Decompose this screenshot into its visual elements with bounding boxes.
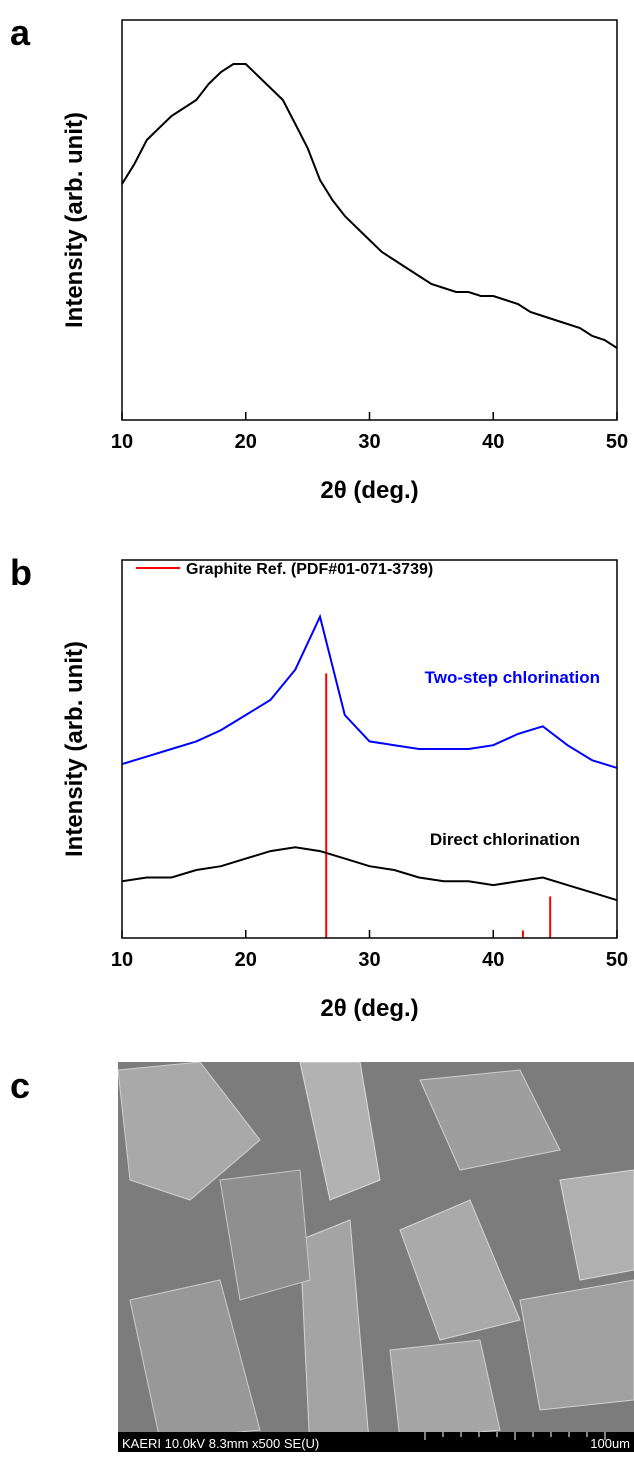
scale-bar-label: 100um <box>590 1436 630 1451</box>
sem-panel: c KAERI 10.0kV 8.3mm x500 SE(U) 100um <box>10 1062 634 1452</box>
sem-info: KAERI 10.0kV 8.3mm x500 SE(U) <box>122 1436 319 1451</box>
legend-label: Graphite Ref. (PDF#01-071-3739) <box>186 561 433 578</box>
x-tick-label: 10 <box>111 431 133 453</box>
series-label: Direct chlorination <box>430 830 580 849</box>
data-line <box>121 846 618 902</box>
panel-label: a <box>10 12 31 53</box>
x-tick-label: 10 <box>111 949 133 971</box>
x-tick-label: 40 <box>482 949 504 971</box>
x-tick-label: 50 <box>606 949 628 971</box>
sem-image <box>118 1062 634 1452</box>
x-tick-label: 20 <box>235 949 257 971</box>
x-tick-label: 40 <box>482 431 504 453</box>
x-tick-label: 50 <box>606 431 628 453</box>
panel-label: c <box>10 1065 30 1106</box>
plot-frame <box>121 19 618 421</box>
series-label: Two-step chlorination <box>425 668 600 687</box>
data-line <box>121 613 618 769</box>
data-line <box>121 63 618 349</box>
x-axis-label: 2θ (deg.) <box>320 477 418 504</box>
x-axis-label: 2θ (deg.) <box>320 995 418 1022</box>
panel-label: b <box>10 552 32 593</box>
x-tick-label: 20 <box>235 431 257 453</box>
y-axis-label: Intensity (arb. unit) <box>61 112 88 328</box>
x-tick-label: 30 <box>358 949 380 971</box>
y-axis-label: Intensity (arb. unit) <box>61 641 88 857</box>
scale-bar <box>424 1432 606 1440</box>
plot-frame <box>121 559 618 939</box>
x-tick-label: 30 <box>358 431 380 453</box>
